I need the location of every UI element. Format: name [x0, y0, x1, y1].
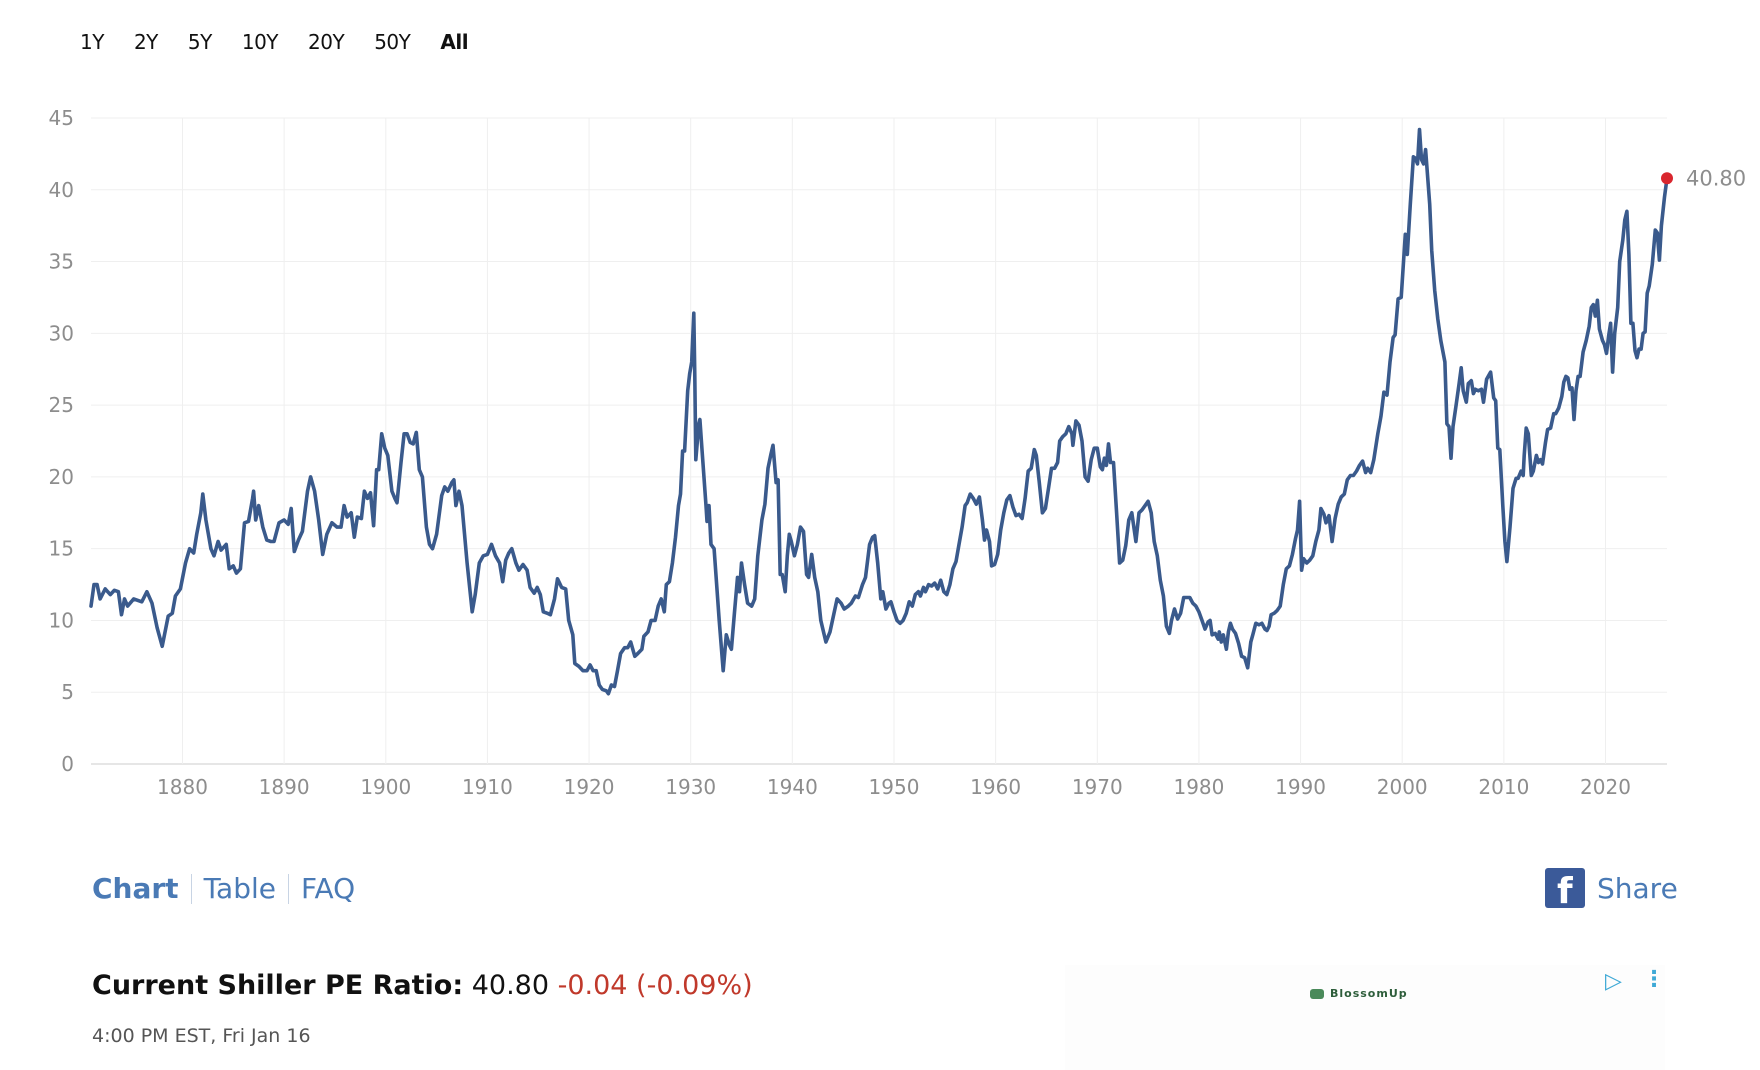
tab-divider — [190, 873, 192, 904]
y-tick-label: 45 — [49, 106, 74, 130]
y-axis: 0 5 10 15 20 25 30 35 40 45 — [49, 106, 74, 776]
range-selector: 1Y 2Y 5Y 10Y 20Y 50Y All — [80, 30, 498, 60]
x-tick-label: 1890 — [259, 775, 310, 799]
current-change: -0.04 (-0.09%) — [557, 970, 753, 1001]
range-all-button[interactable]: All — [440, 30, 469, 54]
x-tick-label: 1960 — [970, 775, 1021, 799]
x-tick-label: 2010 — [1478, 775, 1529, 799]
y-tick-label: 20 — [49, 465, 74, 489]
share-label: Share — [1597, 871, 1678, 905]
y-tick-label: 40 — [49, 178, 74, 202]
tab-table[interactable]: Table — [203, 872, 276, 905]
range-5y-button[interactable]: 5Y — [187, 30, 212, 54]
x-axis: 1880 1890 1900 1910 1920 1930 1940 1950 1960 1970… — [157, 775, 1631, 799]
tab-divider — [287, 873, 289, 904]
x-tick-label: 1910 — [462, 775, 513, 799]
range-20y-button[interactable]: 20Y — [308, 30, 345, 54]
facebook-glyph: f — [1557, 871, 1573, 912]
x-tick-label: 2020 — [1580, 775, 1631, 799]
facebook-icon: f — [1545, 868, 1585, 912]
x-tick-label: 1970 — [1072, 775, 1123, 799]
y-tick-label: 35 — [49, 250, 74, 274]
y-tick-label: 10 — [49, 608, 74, 632]
y-tick-label: 5 — [61, 680, 74, 704]
x-tick-label: 2000 — [1377, 775, 1428, 799]
x-tick-label: 1990 — [1275, 775, 1326, 799]
y-tick-label: 30 — [49, 321, 74, 345]
y-tick-label: 0 — [61, 752, 74, 776]
range-1y-button[interactable]: 1Y — [80, 30, 104, 54]
current-label: Current Shiller PE Ratio: — [92, 970, 464, 1001]
x-tick-label: 1940 — [767, 775, 818, 799]
x-tick-label: 1900 — [360, 775, 411, 799]
tab-chart[interactable]: Chart — [92, 872, 179, 905]
ad-brand: BlossomUp — [1310, 987, 1408, 1000]
advertisement[interactable]: BlossomUp ▷ ⋮ — [1065, 965, 1665, 1070]
tab-faq[interactable]: FAQ — [300, 872, 356, 905]
series-line-shiller-pe — [89, 127, 1669, 696]
brand-logo-icon — [1310, 989, 1324, 999]
y-tick-label: 15 — [49, 537, 74, 561]
range-50y-button[interactable]: 50Y — [374, 30, 411, 54]
x-tick-label: 1930 — [665, 775, 716, 799]
range-10y-button[interactable]: 10Y — [241, 30, 279, 54]
x-tick-label: 1880 — [157, 775, 208, 799]
ad-brand-name: BlossomUp — [1330, 987, 1408, 1000]
range-2y-button[interactable]: 2Y — [133, 30, 158, 54]
view-tabs: Chart Table FAQ — [92, 872, 355, 905]
ad-choices-icon[interactable]: ▷ — [1605, 969, 1622, 994]
x-tick-label: 1920 — [564, 775, 615, 799]
x-tick-label: 1980 — [1173, 775, 1224, 799]
y-tick-label: 25 — [49, 393, 74, 417]
last-point-marker — [1661, 172, 1673, 185]
current-value-line: Current Shiller PE Ratio: 40.80 -0.04 (-… — [92, 970, 753, 1001]
current-value: 40.80 — [471, 970, 550, 1001]
timestamp: 4:00 PM EST, Fri Jan 16 — [92, 1025, 311, 1047]
x-tick-label: 1950 — [869, 775, 920, 799]
ad-menu-icon[interactable]: ⋮ — [1643, 967, 1665, 992]
last-value-label: 40.80 — [1686, 166, 1746, 190]
share-button[interactable]: f Share — [1545, 868, 1678, 912]
